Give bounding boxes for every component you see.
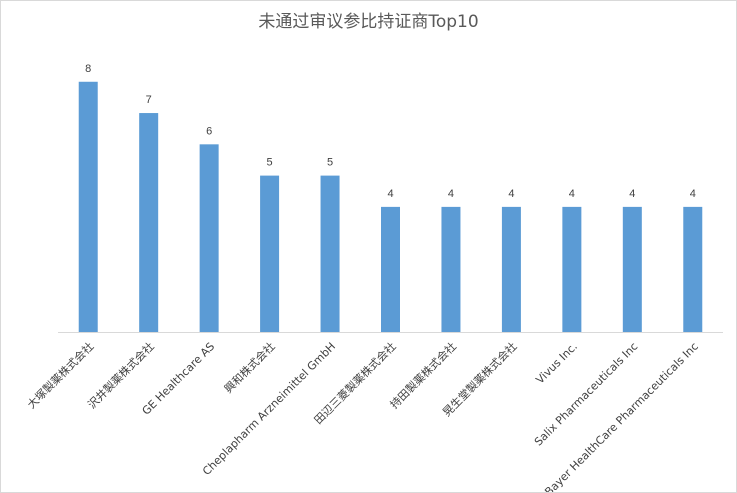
bar-6 [441, 206, 461, 332]
data-label-5: 4 [387, 188, 393, 200]
bar-0 [78, 81, 98, 332]
data-label-0: 8 [85, 63, 91, 75]
data-label-1: 7 [146, 94, 152, 106]
bar-8 [562, 206, 582, 332]
category-label-3: 興和株式会社 [221, 339, 278, 396]
data-label-8: 4 [569, 188, 575, 200]
value-labels-group: 8 7 6 5 5 4 4 4 4 4 4 [85, 63, 696, 200]
bar-2 [199, 144, 219, 332]
data-label-6: 4 [448, 188, 454, 200]
bars-group [78, 81, 703, 332]
category-label-8: Vivus Inc. [533, 340, 580, 387]
bar-1 [139, 113, 159, 332]
bar-5 [381, 206, 400, 332]
data-label-3: 5 [267, 157, 273, 169]
bar-10 [683, 206, 703, 332]
data-label-2: 6 [206, 125, 212, 137]
bar-4 [320, 175, 340, 332]
chart-title: 未通过审议参比持证商Top10 [258, 12, 479, 32]
bar-7 [501, 206, 521, 332]
bar-3 [260, 175, 280, 332]
category-label-4: Cheplapharm Arzneimittel GmbH [200, 340, 338, 478]
data-label-7: 4 [508, 188, 514, 200]
category-label-9: Salix Pharmaceuticals Inc [532, 340, 641, 449]
data-label-4: 5 [327, 157, 333, 169]
data-label-9: 4 [629, 188, 635, 200]
bar-9 [622, 206, 642, 332]
category-label-0: 大塚製薬株式会社 [24, 339, 96, 411]
data-label-10: 4 [690, 188, 696, 200]
category-label-6: 持田製薬株式会社 [387, 339, 459, 411]
category-label-1: 沢井製薬株式会社 [85, 339, 157, 411]
